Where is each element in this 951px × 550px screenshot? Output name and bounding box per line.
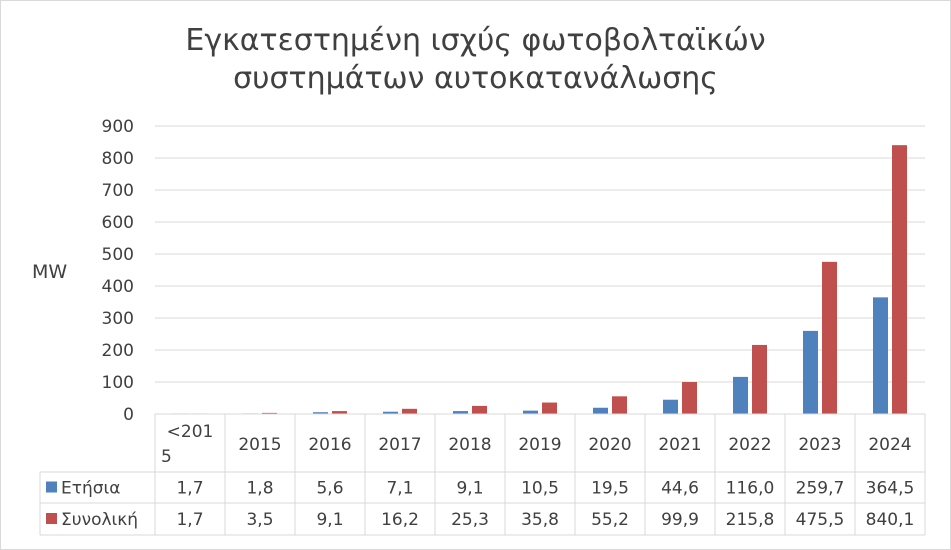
y-tick-label: 200 <box>102 341 134 361</box>
data-table-cell: 3,5 <box>246 510 273 530</box>
x-category-label: 2019 <box>518 435 561 455</box>
x-category-label: 2015 <box>238 435 281 455</box>
bar-annual <box>803 330 818 414</box>
y-axis-label: MW <box>32 261 68 283</box>
bar-cumulative <box>262 412 277 414</box>
bar-annual <box>523 410 538 414</box>
bar-cumulative <box>822 261 837 414</box>
bar-cumulative <box>332 411 347 414</box>
y-tick-label: 600 <box>102 213 134 233</box>
x-category-label: 2022 <box>728 435 771 455</box>
y-tick-label: 700 <box>102 181 134 201</box>
x-category-label: 2021 <box>658 435 701 455</box>
chart-title: Εγκατεστημένη ισχύς φωτοβολταϊκών συστημ… <box>0 22 951 98</box>
data-table-cell: 55,2 <box>591 510 629 530</box>
legend-key-annual <box>46 481 57 493</box>
bar-cumulative <box>612 396 627 414</box>
y-tick-label: 400 <box>102 277 134 297</box>
y-tick-label: 0 <box>123 405 134 425</box>
chart-title-line-2: συστημάτων αυτοκατανάλωσης <box>233 61 718 96</box>
y-tick-label: 800 <box>102 149 134 169</box>
x-category-label: 2016 <box>308 435 351 455</box>
y-tick-label: 100 <box>102 373 134 393</box>
y-tick-label: 900 <box>102 117 134 137</box>
bar-cumulative <box>472 405 487 414</box>
chart-title-line-1: Εγκατεστημένη ισχύς φωτοβολταϊκών <box>185 23 766 58</box>
x-category-label: 2018 <box>448 435 491 455</box>
bar-annual <box>873 297 888 414</box>
data-table-cell: 9,1 <box>316 510 343 530</box>
bar-cumulative <box>542 402 557 414</box>
x-category-label: 2020 <box>588 435 631 455</box>
x-category-label: <201 <box>167 422 214 442</box>
data-table-cell: 1,7 <box>176 479 203 499</box>
bar-annual <box>593 407 608 414</box>
data-table-cell: 25,3 <box>451 510 489 530</box>
data-table-cell: 7,1 <box>386 479 413 499</box>
x-category-label-wrap: 5 <box>161 447 172 467</box>
data-table-cell: 840,1 <box>866 510 915 530</box>
y-tick-label: 300 <box>102 309 134 329</box>
bar-annual <box>663 399 678 414</box>
data-table-cell: 16,2 <box>381 510 419 530</box>
data-table-cell: 35,8 <box>521 510 559 530</box>
data-table-cell: 99,9 <box>661 510 699 530</box>
data-table-cell: 116,0 <box>726 479 775 499</box>
bar-cumulative <box>892 145 907 414</box>
data-table-cell: 1,8 <box>246 479 273 499</box>
data-table-cell: 5,6 <box>316 479 343 499</box>
data-table-cell: 475,5 <box>796 510 845 530</box>
data-table-cell: 364,5 <box>866 479 915 499</box>
data-table-cell: 215,8 <box>726 510 775 530</box>
data-table-cell: 9,1 <box>456 479 483 499</box>
bar-annual <box>383 411 398 414</box>
data-table-cell: 44,6 <box>661 479 699 499</box>
legend-label-cumulative: Συνολική <box>61 510 138 530</box>
bar-cumulative <box>752 344 767 414</box>
data-table-cell: 1,7 <box>176 510 203 530</box>
x-category-label: 2023 <box>798 435 841 455</box>
data-table-cell: 10,5 <box>521 479 559 499</box>
legend-label-annual: Ετήσια <box>61 479 120 499</box>
bar-cumulative <box>402 408 417 414</box>
y-tick-label: 500 <box>102 245 134 265</box>
x-category-label: 2024 <box>868 435 911 455</box>
bar-annual <box>313 412 328 414</box>
legend-key-cumulative <box>46 513 57 524</box>
x-category-label: 2017 <box>378 435 421 455</box>
data-table-cell: 19,5 <box>591 479 629 499</box>
bar-cumulative <box>682 382 697 414</box>
data-table-cell: 259,7 <box>796 479 845 499</box>
bar-annual <box>733 376 748 414</box>
bar-annual <box>453 411 468 414</box>
